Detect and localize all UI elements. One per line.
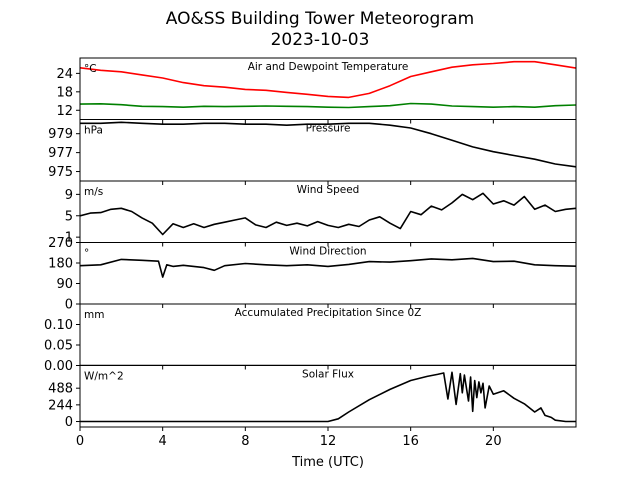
- y-tick-label: 12: [56, 104, 73, 119]
- y-tick-label: 24: [56, 67, 73, 82]
- series-line-6-1: [80, 371, 576, 423]
- panel-4: 0 90 180 270 Wind Direction °: [48, 236, 577, 313]
- y-tick-label: 270: [48, 236, 73, 251]
- y-tick-label: 0: [65, 415, 73, 430]
- y-tick-label: 90: [56, 277, 73, 292]
- panel-3: 1 5 9 Wind Speed m/s: [65, 180, 577, 247]
- y-tick-label: 0: [65, 298, 73, 313]
- series-line-3-1: [80, 192, 576, 236]
- x-tick-label: 0: [76, 434, 84, 449]
- y-tick-label: 180: [48, 257, 73, 272]
- panel-unit: °C: [84, 63, 97, 75]
- panel-1: 12 18 24 Air and Dewpoint Temperature °C: [56, 57, 577, 124]
- x-tick-label: 12: [320, 434, 337, 449]
- y-tick-label: 5: [65, 209, 73, 224]
- y-tick-label: 244: [48, 398, 73, 413]
- figure-title-line1: AO&SS Building Tower Meteorogram: [166, 9, 474, 29]
- y-tick-label: 18: [56, 85, 73, 100]
- panel-unit: hPa: [84, 125, 103, 137]
- panel-title: Solar Flux: [302, 369, 354, 381]
- panel-title: Pressure: [306, 123, 351, 135]
- y-tick-label: 977: [48, 146, 73, 161]
- panel-unit: mm: [84, 309, 104, 321]
- x-axis-label: Time (UTC): [291, 455, 364, 470]
- x-tick-label: 16: [402, 434, 419, 449]
- panel-2: 975 977 979 Pressure hPa: [48, 119, 577, 185]
- y-tick-label: 975: [48, 165, 73, 180]
- y-tick-label: 0.05: [44, 339, 73, 354]
- y-tick-label: 9: [65, 188, 73, 203]
- series-line-1-1: [80, 60, 576, 99]
- y-tick-label: 1: [65, 231, 73, 246]
- y-tick-label: 0.00: [44, 359, 73, 374]
- panel-title: Accumulated Precipitation Since 0Z: [235, 307, 422, 319]
- panel-unit: °: [84, 248, 89, 260]
- figure-title-line2: 2023-10-03: [271, 30, 370, 50]
- x-tick-label: 8: [241, 434, 249, 449]
- y-tick-label: 488: [48, 382, 73, 397]
- series-line-4-1: [80, 257, 576, 278]
- y-tick-label: 979: [48, 127, 73, 142]
- panel-5: 0.00 0.05 0.10 Accumulated Precipitation Si…: [44, 303, 577, 374]
- panel-title: Wind Speed: [297, 184, 360, 196]
- y-tick-label: 0.10: [44, 318, 73, 333]
- x-axis: 0 4 8 12 16 20: [76, 434, 502, 449]
- panel-unit: W/m^2: [84, 371, 124, 383]
- x-tick-label: 20: [485, 434, 502, 449]
- panel-title: Wind Direction: [289, 246, 366, 258]
- panel-unit: m/s: [84, 186, 103, 198]
- series-line-1-2: [80, 102, 576, 109]
- series-line-2-1: [80, 121, 576, 168]
- panel-title: Air and Dewpoint Temperature: [248, 61, 409, 73]
- x-tick-label: 4: [159, 434, 167, 449]
